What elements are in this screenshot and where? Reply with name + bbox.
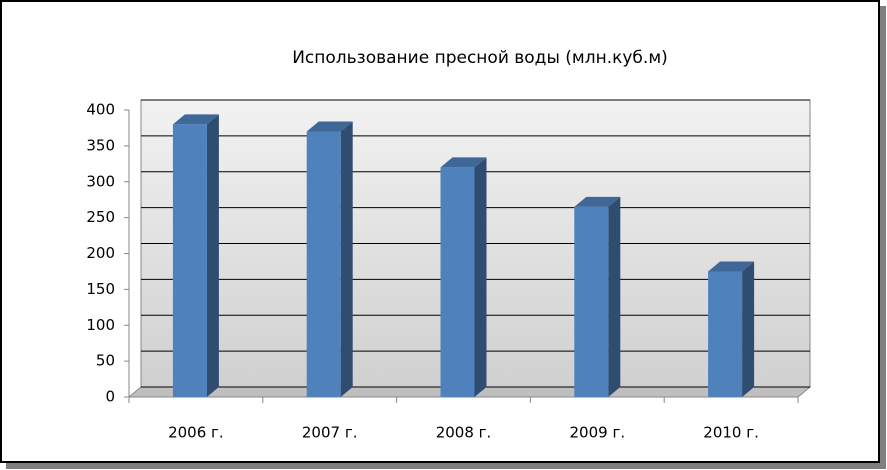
bar-front [306,131,341,397]
bar-side [742,261,755,397]
bar-front [172,124,207,397]
bar-top [172,114,219,125]
bar [172,114,219,397]
y-tick-label: 400 [86,101,115,119]
bar-top [574,196,621,207]
y-tick-label: 250 [86,208,115,226]
y-tick-label: 100 [86,316,115,334]
y-tick-label: 50 [96,352,115,370]
y-tick-label: 300 [86,172,115,190]
bar-side [206,114,219,397]
x-tick-label: 2009 г. [570,424,626,442]
y-tick-label: 150 [86,280,115,298]
bar-front [574,206,609,397]
bar [574,196,621,397]
y-tick-label: 200 [86,244,115,262]
bar-top [306,121,353,132]
x-tick-label: 2006 г. [168,424,224,442]
bar [708,261,755,397]
bar-side [474,157,487,397]
bar-top [440,157,487,168]
bar [306,121,353,398]
bar-side [340,121,353,398]
chart-title: Использование пресной воды (млн.куб.м) [292,48,668,68]
bar [440,157,487,397]
x-tick-label: 2007 г. [302,424,358,442]
bar-top [708,261,755,272]
bar-front [440,167,475,397]
bar-side [608,196,621,397]
x-tick-label: 2010 г. [703,424,759,442]
y-tick-label: 350 [86,136,115,154]
x-tick-label: 2008 г. [436,424,492,442]
y-tick-label: 0 [105,388,115,406]
bar-front [708,271,743,397]
